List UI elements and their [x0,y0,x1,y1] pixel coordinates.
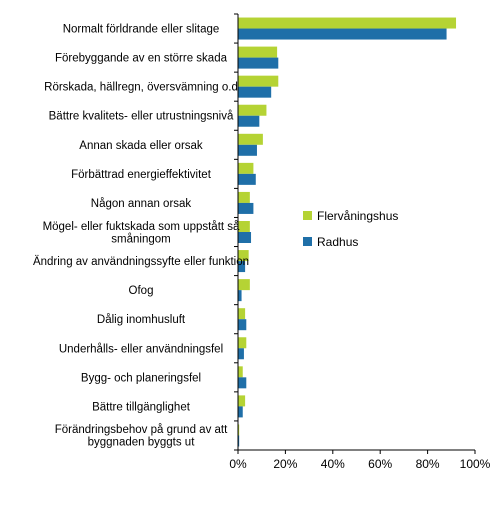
bar-series-1 [238,279,250,291]
bar-series-2 [238,435,240,447]
category-label: Bygg- och planeringsfel [81,372,201,384]
bars-group [238,17,457,447]
bar-series-2 [238,173,256,185]
legend-label: Radhus [317,235,358,249]
bar-series-2 [238,144,257,156]
bar-series-1 [238,162,254,174]
x-tick-label: 0% [229,457,247,471]
category-label: Underhålls- eller användningsfel [59,343,223,355]
bar-series-2 [238,377,247,389]
bar-series-1 [238,221,250,232]
bar-series-2 [238,319,247,331]
x-tick-label: 60% [368,457,392,471]
bar-series-2 [238,290,242,302]
bar-series-1 [238,308,246,320]
bar-series-2 [238,348,244,360]
legend-swatch [303,211,312,220]
legend: Flervåningshus Radhus [303,209,398,249]
bar-series-1 [238,250,249,262]
bar-series-2 [238,115,260,127]
category-label: Bättre kvalitets- eller utrustningsnivå [49,111,234,123]
x-tick-label: 40% [321,457,345,471]
category-label: Normalt förldrande eller slitage [63,24,220,36]
category-label: Annan skada eller orsak [79,140,203,152]
category-label: Ofog [129,285,154,297]
x-tick-label: 100% [460,457,491,471]
bar-series-1 [238,337,247,349]
category-label: Rörskada, hällregn, översvämning o.d [44,82,238,94]
bar-series-2 [238,261,246,273]
category-label: Ändring av användningssyfte eller funkti… [33,256,249,268]
bar-series-2 [238,232,252,243]
bar-series-2 [238,406,243,418]
category-label: Mögel- eller fuktskada som uppstått så sm… [43,221,240,246]
category-label: Förebyggande av en större skada [55,53,228,65]
bar-series-1 [238,395,246,407]
x-axis-ticks: 0% 20% 40% 60% 80% 100% [229,13,491,471]
category-label: Förändringsbehov på grund av att byggnade… [55,424,228,449]
bar-series-1 [238,424,240,436]
category-label: Förbättrad energieffektivitet [71,169,212,181]
bar-series-1 [238,46,278,58]
bar-series-2 [238,28,447,40]
bar-series-2 [238,202,254,214]
bar-series-1 [238,75,279,87]
bar-series-1 [238,17,457,29]
category-label: Dålig inomhusluft [97,314,186,326]
category-label: Någon annan orsak [91,198,192,210]
category-labels: Normalt förldrande eller slitage Förebygg… [33,24,249,449]
bar-series-1 [238,133,263,145]
bar-series-2 [238,86,272,98]
bar-series-2 [238,57,279,69]
bar-series-1 [238,191,250,203]
legend-swatch [303,237,312,246]
category-label: Bättre tillgänglighet [92,401,191,413]
legend-label: Flervåningshus [317,209,398,223]
bar-series-1 [238,366,243,378]
bar-series-1 [238,104,267,116]
x-tick-label: 20% [273,457,297,471]
x-tick-label: 80% [416,457,440,471]
